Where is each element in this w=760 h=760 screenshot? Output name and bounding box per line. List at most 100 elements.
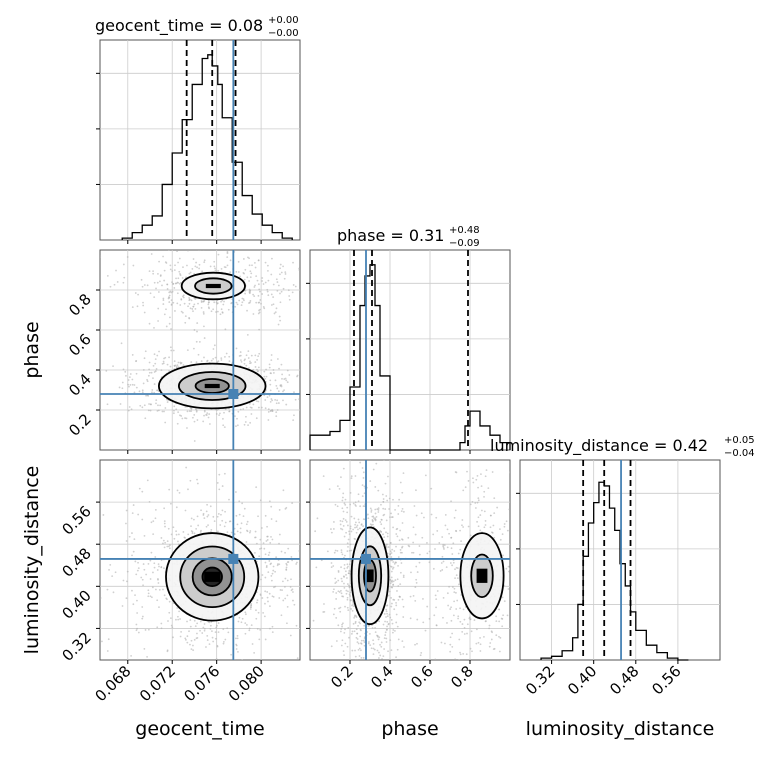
sample-point: [479, 529, 482, 532]
sample-point: [130, 408, 133, 411]
sample-point: [191, 532, 194, 535]
sample-point: [122, 263, 125, 266]
sample-point: [154, 588, 157, 591]
sample-point: [288, 298, 291, 301]
sample-point: [216, 302, 219, 305]
sample-point: [265, 565, 268, 567]
sample-point: [315, 566, 318, 569]
sample-point: [459, 548, 462, 551]
sample-point: [274, 570, 276, 573]
sample-point: [293, 414, 295, 417]
sample-point: [347, 590, 349, 593]
sample-point: [393, 608, 396, 611]
sample-point: [244, 358, 246, 361]
sample-point: [172, 283, 175, 285]
sample-point: [262, 611, 265, 614]
sample-point: [372, 643, 375, 645]
sample-point: [274, 398, 277, 401]
sample-point: [246, 276, 249, 279]
sample-point: [264, 377, 267, 380]
sample-point: [343, 535, 346, 538]
sample-point: [395, 656, 397, 659]
sample-point: [412, 551, 415, 554]
sample-point: [203, 627, 206, 630]
sample-point: [487, 487, 490, 490]
sample-point: [383, 536, 386, 539]
sample-point: [165, 308, 167, 311]
sample-point: [172, 349, 175, 352]
sample-point: [298, 398, 300, 401]
sample-point: [140, 576, 143, 579]
sample-point: [359, 505, 362, 508]
sample-point: [122, 368, 125, 371]
sample-point: [515, 612, 517, 614]
sample-point: [385, 641, 388, 643]
sample-point: [414, 586, 417, 588]
sample-point: [398, 498, 401, 501]
sample-point: [244, 292, 246, 295]
sample-point: [306, 392, 308, 394]
sample-point: [354, 655, 357, 658]
tick-label-luminosity_distance: 0.40: [564, 662, 600, 698]
sample-point: [222, 640, 225, 643]
ylabel-phase: phase: [21, 321, 43, 378]
sample-point: [154, 509, 157, 511]
sample-point: [157, 404, 159, 407]
sample-point: [399, 549, 402, 551]
sample-point: [264, 407, 267, 410]
sample-point: [125, 540, 128, 542]
sample-point: [142, 563, 145, 565]
sample-point: [249, 301, 251, 304]
sample-point: [170, 533, 173, 536]
sample-point: [296, 561, 298, 564]
sample-point: [475, 628, 478, 631]
sample-point: [340, 628, 343, 630]
sample-point: [280, 550, 283, 553]
sample-point: [424, 474, 427, 477]
sample-point: [386, 532, 389, 535]
sample-point: [142, 304, 145, 307]
sample-point: [219, 313, 222, 316]
sample-point: [380, 645, 383, 648]
sample-point: [346, 567, 349, 569]
sample-point: [266, 396, 269, 398]
sample-point: [264, 602, 266, 605]
sample-point: [286, 622, 288, 625]
sample-point: [267, 600, 269, 603]
sample-point: [141, 615, 144, 618]
sample-point: [388, 613, 391, 616]
sample-point: [484, 723, 486, 725]
sample-point: [458, 659, 461, 660]
sample-point: [390, 556, 393, 558]
sample-point: [508, 508, 510, 511]
sample-point: [193, 414, 196, 416]
sample-point: [451, 632, 454, 635]
sample-point: [382, 498, 385, 500]
sample-point: [142, 369, 145, 371]
sample-point: [385, 715, 387, 717]
sample-point: [382, 501, 385, 503]
sample-point: [154, 517, 157, 520]
sample-point: [341, 520, 344, 523]
sample-point: [131, 383, 134, 386]
sample-point: [346, 598, 349, 601]
sample-point: [397, 556, 400, 558]
sample-point: [235, 347, 238, 350]
sample-point: [308, 396, 310, 398]
sample-point: [490, 630, 493, 633]
sample-point: [307, 559, 309, 561]
sample-point: [188, 302, 191, 305]
sample-point: [197, 353, 200, 356]
sample-point: [266, 288, 269, 291]
sample-point: [226, 531, 229, 534]
sample-point: [149, 595, 152, 598]
sample-point: [208, 423, 211, 425]
sample-point: [498, 608, 500, 611]
sample-point: [514, 462, 516, 464]
sample-point: [399, 481, 402, 484]
sample-point: [513, 558, 515, 560]
sample-point: [355, 658, 358, 660]
sample-point: [514, 553, 516, 555]
sample-point: [358, 655, 361, 657]
sample-point: [361, 699, 363, 701]
